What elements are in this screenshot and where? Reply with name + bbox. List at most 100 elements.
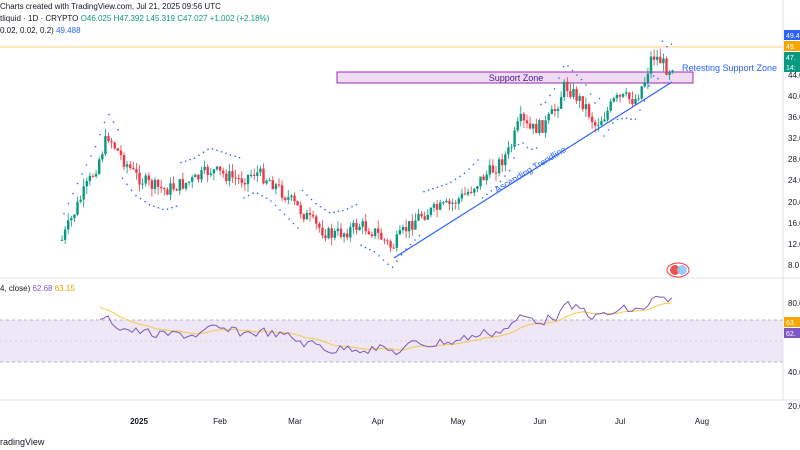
candle-body: [631, 99, 634, 105]
candle-body: [243, 183, 247, 185]
price-tick-label: 16.0: [788, 219, 800, 228]
candle-body: [383, 239, 386, 241]
candle-body: [94, 173, 98, 177]
candle-body: [249, 174, 253, 176]
candle-body: [175, 189, 178, 191]
sar-dot: [243, 197, 245, 199]
candle-body: [519, 113, 522, 122]
candle-body: [218, 166, 222, 171]
sar-dot: [283, 213, 286, 216]
sar-dot: [409, 243, 412, 246]
flag-icon[interactable]: [666, 262, 690, 278]
symbol-name[interactable]: tliquid · 1D · CRYPTO: [0, 14, 79, 23]
price-badge-label: 47.: [786, 55, 796, 62]
candle-body: [389, 241, 392, 248]
sar-dot: [450, 181, 452, 184]
candle-body: [209, 173, 212, 175]
symbol-row[interactable]: tliquid · 1D · CRYPTO O46.025 H47.392 L4…: [0, 14, 269, 24]
candle-body: [367, 231, 371, 235]
candle-body: [358, 226, 361, 231]
sar-dot: [616, 118, 619, 121]
candle-body: [513, 130, 516, 147]
sar-dot: [567, 65, 569, 67]
candle-body: [215, 166, 219, 170]
sar-dot: [76, 182, 79, 185]
sar-dot: [562, 65, 565, 68]
footer-brand[interactable]: radingView: [0, 437, 44, 447]
sar-dot: [166, 208, 169, 210]
sar-dot: [108, 113, 110, 116]
rsi-line[interactable]: [99, 295, 673, 356]
sar-dot: [396, 260, 398, 262]
candle-body: [138, 172, 141, 185]
sar-value: 49.488: [56, 26, 81, 35]
time-tick-label: Apr: [372, 417, 385, 426]
sar-dot: [333, 211, 335, 213]
sar-dot: [288, 218, 290, 220]
candle-body: [559, 97, 563, 109]
candle-body: [497, 159, 501, 174]
ascending-trendline[interactable]: [393, 81, 673, 259]
price-badge: [784, 62, 800, 72]
candle-body: [274, 184, 278, 190]
candle-body: [200, 170, 203, 180]
candle-body: [228, 171, 231, 182]
sar-dot: [148, 203, 151, 206]
sar-dot: [274, 204, 277, 207]
candle-body: [265, 180, 268, 184]
candle-body: [476, 186, 479, 189]
sar-dot: [315, 202, 317, 205]
candle-body: [420, 213, 423, 217]
candle-body: [429, 207, 433, 215]
price-tick-label: 40.0: [788, 92, 800, 101]
candle-body: [284, 197, 287, 200]
sar-dot: [400, 254, 403, 256]
price-pane[interactable]: [0, 0, 783, 262]
candle-body: [395, 234, 398, 248]
price-axis[interactable]: 44.0 40.0 36.0 32.0 28.0 24.0 20.0 16.0 12.0 8.0: [788, 71, 800, 270]
time-axis[interactable]: 2025 Feb Mar Apr May Jun Jul Aug: [130, 417, 709, 426]
candle-body: [104, 136, 107, 155]
sar-dot: [139, 197, 142, 200]
sar-dot: [526, 146, 529, 149]
sar-dot: [144, 200, 146, 203]
sar-dot: [265, 197, 268, 199]
candle-body: [107, 136, 110, 142]
candle-body: [401, 227, 405, 231]
candle-body: [85, 181, 88, 187]
candle-body: [398, 230, 402, 235]
candle-body: [290, 195, 293, 198]
sar-dot: [130, 189, 133, 192]
sar-dot: [171, 206, 173, 209]
rsi-axis[interactable]: 80.0 40.0 20.0: [788, 299, 800, 411]
sar-dot: [337, 210, 340, 213]
sar-dot: [585, 84, 587, 86]
candle-body: [153, 179, 157, 189]
sar-dot: [72, 192, 74, 195]
sar-dot: [391, 266, 394, 269]
candle-body: [113, 142, 116, 149]
candle-body: [522, 113, 526, 121]
candle-body: [287, 197, 290, 200]
candle-body: [482, 176, 485, 181]
sar-dot: [373, 250, 376, 253]
rsi-badges: 63. 62.: [784, 317, 800, 338]
attribution-text: Charts created with TradingView.com, Jul…: [0, 2, 221, 11]
rsi-header-row[interactable]: 4, close) 62.68 63.15: [0, 284, 75, 294]
candle-body: [404, 227, 408, 232]
candle-body: [479, 176, 482, 187]
candle-body: [463, 193, 467, 195]
candle-body: [377, 228, 380, 233]
sar-dot: [81, 173, 83, 175]
sar-row[interactable]: 0.02, 0.02, 0.2) 49.488: [0, 26, 81, 36]
sar-dot: [306, 194, 308, 196]
sar-dot: [670, 43, 673, 45]
support-zone-rect[interactable]: [336, 71, 694, 84]
sar-dot: [310, 198, 313, 201]
candle-body: [612, 98, 615, 102]
rsi-ma-value: 63.15: [54, 284, 75, 293]
sar-dot: [639, 109, 641, 111]
sar-dot: [238, 157, 241, 159]
candle-body: [426, 214, 429, 220]
